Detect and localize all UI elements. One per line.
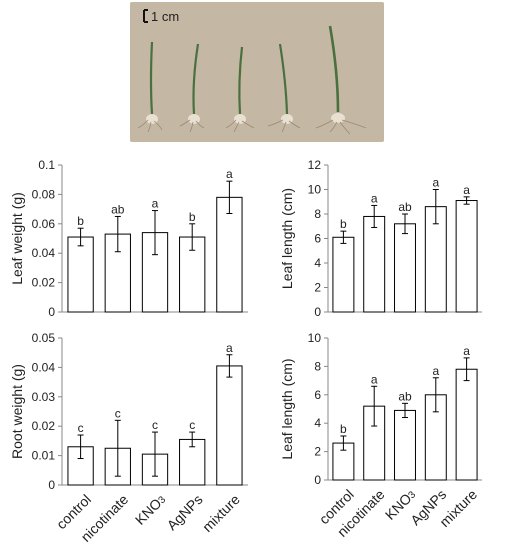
y-tick-label: 2: [314, 281, 321, 295]
significance-letter: b: [340, 217, 347, 231]
bar-control: [332, 236, 355, 313]
bar-mixture: [455, 368, 478, 481]
chart-3: 0 0.01 0.02 0.03 0.04 0.05 Root weight (g) c c c c…: [9, 331, 248, 545]
y-tick-label: 0.04: [32, 246, 56, 260]
bar-control: [67, 236, 94, 313]
y-tick-label: 4: [314, 256, 321, 270]
y-tick-label: 2: [314, 445, 321, 459]
y-axis-label: Leaf length (cm): [279, 358, 295, 459]
significance-letter: a: [463, 344, 470, 358]
y-tick-label: 4: [314, 416, 321, 430]
seedling-2: [179, 43, 205, 133]
significance-letter: c: [78, 421, 84, 435]
scale-bar-label: 1 cm: [151, 9, 179, 24]
y-tick-label: 0.08: [32, 187, 56, 201]
bar-mixture: [455, 200, 478, 313]
y-tick-label: 0.01: [32, 449, 56, 463]
x-tick-label: mixture: [199, 491, 243, 535]
bar-KNO3: [394, 223, 416, 313]
significance-letter: a: [463, 183, 470, 197]
y-tick-label: 0: [314, 305, 321, 319]
scale-bar-icon: [143, 9, 148, 23]
y-axis-label: Leaf weight (g): [9, 192, 25, 285]
y-tick-label: 0.02: [32, 419, 56, 433]
significance-letter: ab: [111, 202, 125, 216]
significance-letter: a: [226, 341, 233, 355]
bar-KNO3: [394, 409, 416, 481]
y-tick-label: 0.03: [32, 390, 56, 404]
significance-letter: a: [432, 364, 439, 378]
y-tick-label: 0.06: [32, 217, 56, 231]
bar-nicotinate: [363, 215, 386, 313]
significance-letter: ab: [398, 389, 412, 403]
significance-letter: c: [152, 418, 158, 432]
significance-letter: ab: [398, 200, 412, 214]
y-tick-label: 0.1: [38, 158, 55, 172]
bar-mixture: [216, 365, 243, 486]
seedling-1: [137, 41, 163, 133]
y-tick-label: 6: [314, 232, 321, 246]
significance-letter: a: [226, 167, 233, 181]
significance-letter: b: [340, 422, 347, 436]
subscript: 3: [407, 489, 419, 501]
significance-letter: a: [371, 372, 378, 386]
bar-mixture: [216, 196, 243, 313]
significance-letter: b: [189, 210, 196, 224]
significance-letter: b: [77, 214, 84, 228]
y-tick-label: 0: [48, 305, 55, 319]
y-tick-label: 8: [314, 207, 321, 221]
chart-2: 0 2 4 6 8 10 12 Leaf length (cm) b a ab a a: [279, 158, 482, 319]
y-tick-label: 0: [314, 473, 321, 487]
seedling-4: [267, 43, 301, 133]
y-tick-label: 0.05: [32, 331, 56, 345]
y-tick-label: 0: [48, 478, 55, 492]
y-tick-label: 10: [308, 183, 322, 197]
y-tick-label: 10: [308, 331, 322, 345]
y-tick-label: 8: [314, 359, 321, 373]
significance-letter: a: [371, 191, 378, 205]
seedling-3: [225, 46, 255, 133]
seedling-5: [315, 25, 367, 135]
y-axis-label: Leaf length (cm): [279, 188, 295, 289]
y-tick-label: 0.04: [32, 360, 56, 374]
y-tick-label: 12: [308, 158, 322, 172]
x-tick-label: AgNPs: [164, 491, 206, 533]
significance-letter: c: [115, 406, 121, 420]
y-axis-label: Root weight (g): [9, 364, 25, 459]
significance-letter: a: [152, 197, 159, 211]
y-tick-label: 0.02: [32, 276, 56, 290]
subscript: 3: [157, 494, 169, 506]
significance-letter: a: [432, 176, 439, 190]
y-tick-label: 6: [314, 388, 321, 402]
seedling-photo: 1 cm: [130, 2, 384, 142]
significance-letter: c: [189, 418, 195, 432]
